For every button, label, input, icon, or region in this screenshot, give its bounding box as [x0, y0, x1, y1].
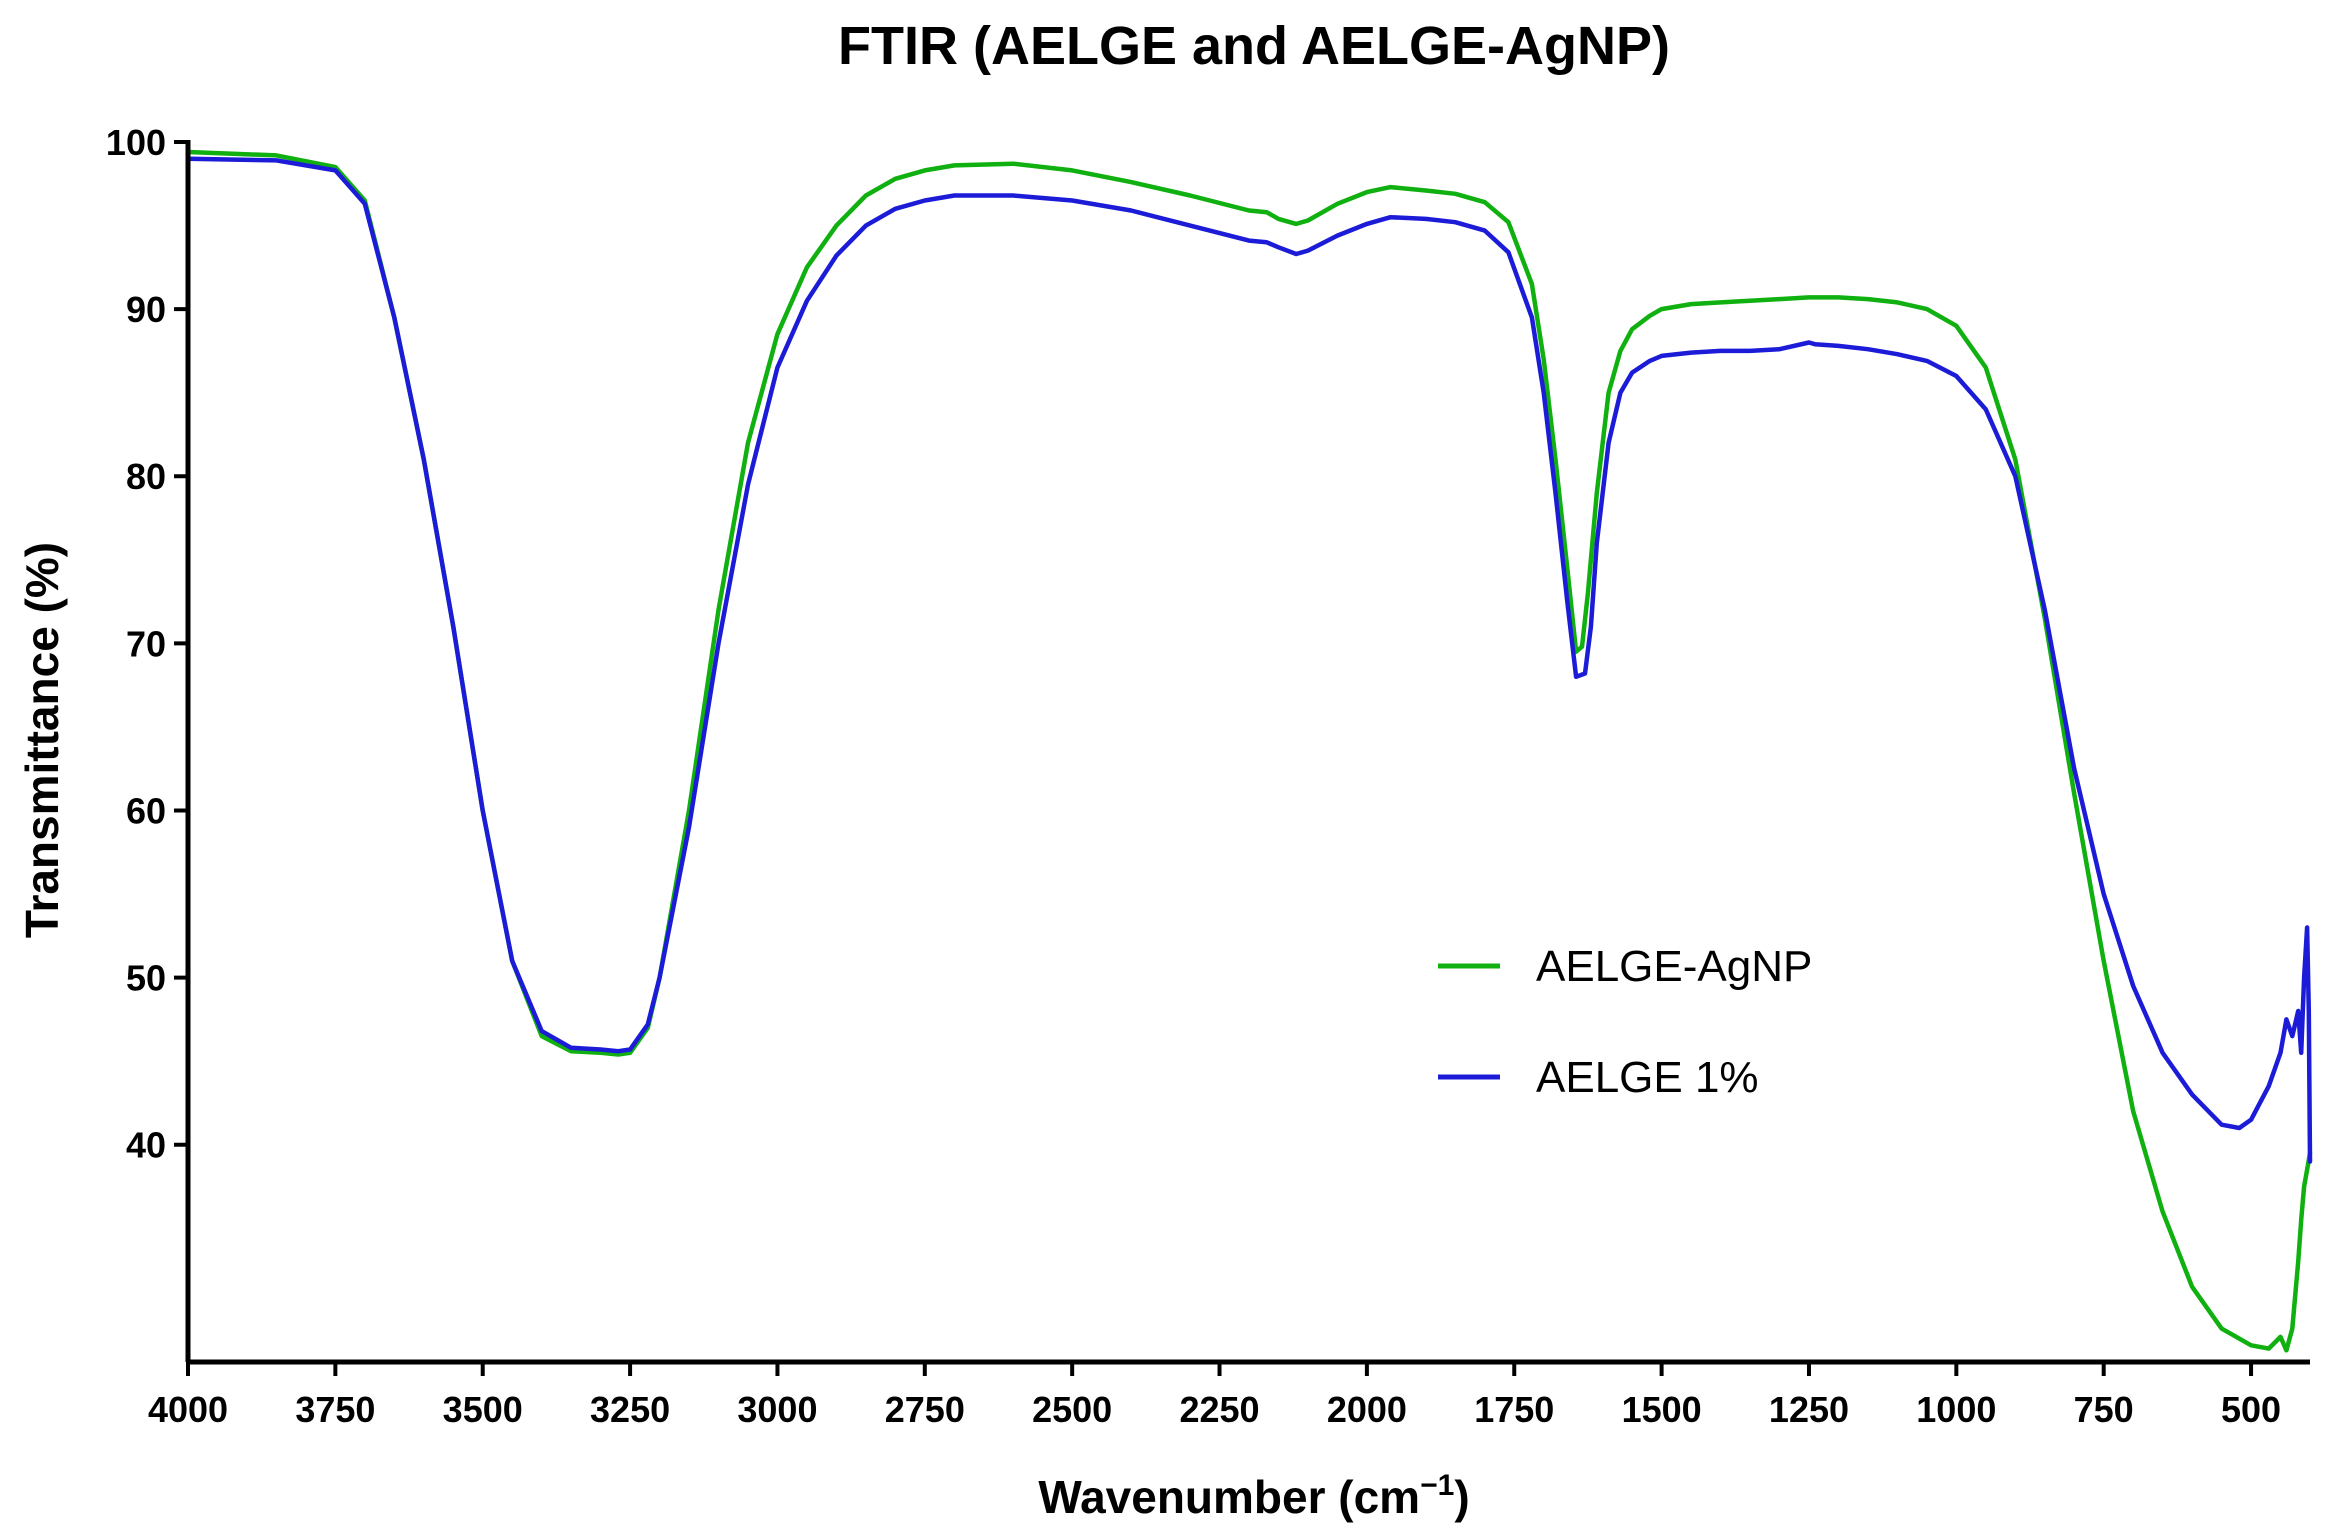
series-line-aelge-agnp	[185, 149, 2313, 1353]
y-tick-label: 70	[126, 623, 166, 664]
x-tick-label: 3750	[295, 1389, 375, 1430]
y-tick-label: 100	[106, 122, 166, 163]
x-axis-label-close: )	[1454, 1471, 1469, 1523]
legend-label: AELGE 1%	[1536, 1053, 1759, 1102]
y-tick-label: 80	[126, 456, 166, 497]
x-tick-label: 1250	[1769, 1389, 1849, 1430]
y-axis-ticks: 40 50 60 70 80 90 100	[106, 122, 188, 1166]
x-tick-label: 1500	[1622, 1389, 1702, 1430]
x-tick-label: 3250	[590, 1389, 670, 1430]
x-tick-label: 2750	[885, 1389, 965, 1430]
series-layer	[185, 149, 2313, 1353]
x-tick-label: 2250	[1179, 1389, 1259, 1430]
y-tick-label: 60	[126, 790, 166, 831]
y-axis-label: Transmittance (%)	[16, 542, 68, 938]
plot-area: 4000 3750 3500 3250 3000 2750 2500 2250 2000 1750…	[106, 122, 2313, 1430]
series-line-aelge-1	[185, 156, 2313, 1164]
y-tick-label: 40	[126, 1125, 166, 1166]
x-axis-label-text: Wavenumber (cm	[1038, 1471, 1420, 1523]
x-tick-label: 750	[2074, 1389, 2134, 1430]
x-tick-label: 500	[2221, 1389, 2281, 1430]
legend-item: AELGE 1%	[1438, 1053, 1759, 1102]
x-axis-ticks: 4000 3750 3500 3250 3000 2750 2500 2250 2000 1750…	[148, 1362, 2281, 1430]
x-axis-label: Wavenumber (cm−1)	[1038, 1469, 1469, 1523]
y-tick-label: 90	[126, 289, 166, 330]
chart-title: FTIR (AELGE and AELGE-AgNP)	[838, 16, 1670, 76]
legend-item: AELGE-AgNP	[1438, 942, 1812, 991]
x-tick-label: 2500	[1032, 1389, 1112, 1430]
x-tick-label: 4000	[148, 1389, 228, 1430]
legend-label: AELGE-AgNP	[1536, 942, 1812, 991]
x-tick-label: 3500	[443, 1389, 523, 1430]
x-tick-label: 1750	[1474, 1389, 1554, 1430]
x-tick-label: 1000	[1916, 1389, 1996, 1430]
x-axis-label-superscript: −1	[1420, 1469, 1454, 1502]
x-tick-label: 3000	[737, 1389, 817, 1430]
y-tick-label: 50	[126, 958, 166, 999]
legend: AELGE-AgNP AELGE 1%	[1438, 942, 1812, 1102]
x-tick-label: 2000	[1327, 1389, 1407, 1430]
